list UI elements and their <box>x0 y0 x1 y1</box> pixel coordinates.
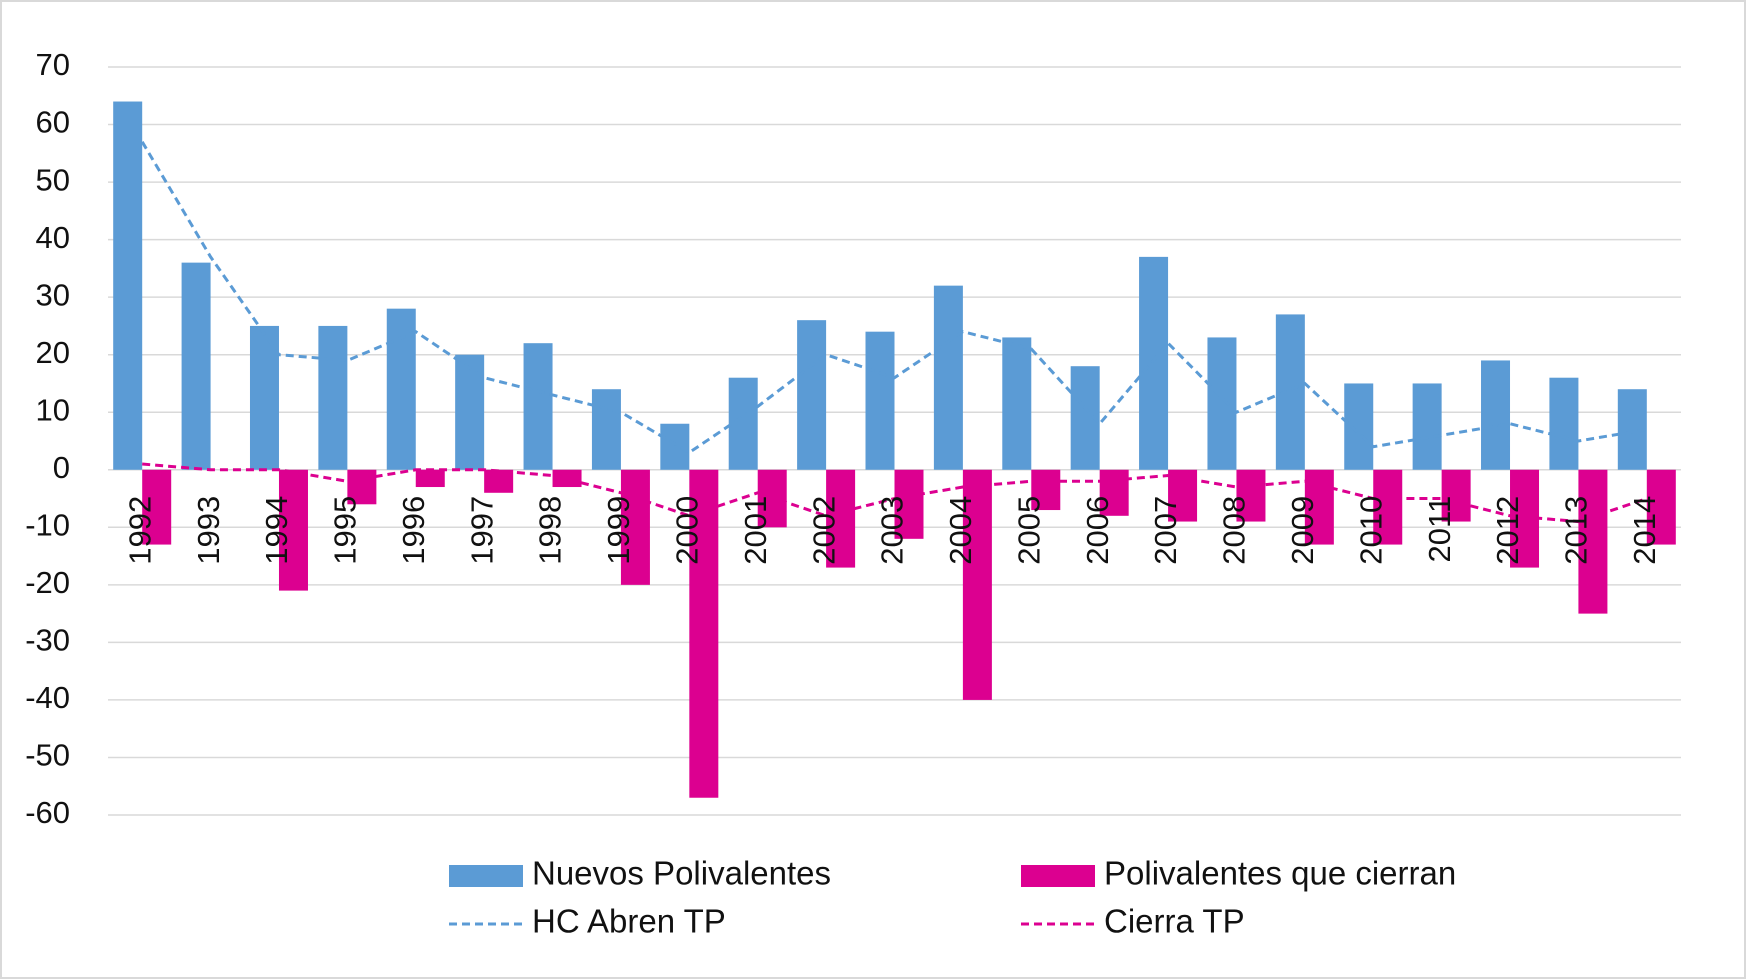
x-tick-label: 1996 <box>396 496 431 565</box>
x-tick-label: 1999 <box>601 496 636 565</box>
bar <box>660 423 690 470</box>
bar <box>1139 256 1169 470</box>
bar <box>1646 469 1676 545</box>
bar <box>484 469 514 493</box>
y-tick-label: 20 <box>36 335 70 370</box>
x-tick-label: 2012 <box>1490 496 1525 565</box>
bar <box>523 343 553 470</box>
bar <box>826 469 856 568</box>
y-tick-label: -10 <box>25 507 70 542</box>
bar <box>689 469 719 798</box>
x-tick-label: 2008 <box>1217 496 1252 565</box>
x-tick-label: 1997 <box>464 496 499 565</box>
y-tick-label: -60 <box>25 795 70 830</box>
legend-label: Polivalentes que cierran <box>1104 855 1456 892</box>
bar <box>1236 469 1266 522</box>
bar <box>1099 469 1129 516</box>
x-tick-label: 1995 <box>328 496 363 565</box>
x-tick-label: 2005 <box>1011 496 1046 565</box>
x-tick-label: 2014 <box>1627 496 1662 565</box>
y-tick-label: -30 <box>25 623 70 658</box>
y-tick-label: 0 <box>53 450 70 485</box>
bar <box>1031 469 1061 511</box>
bar <box>620 469 650 585</box>
x-tick-label: 2001 <box>738 496 773 565</box>
y-tick-label: 40 <box>36 220 70 255</box>
x-tick-label: 2011 <box>1422 496 1457 563</box>
x-tick-label: 2000 <box>670 496 705 565</box>
x-tick-label: 2002 <box>806 496 841 565</box>
x-tick-label: 1993 <box>191 496 226 565</box>
trend-line <box>140 141 1648 455</box>
x-tick-label: 2013 <box>1559 496 1594 565</box>
x-tick-label: 1994 <box>259 496 294 565</box>
bar <box>113 101 143 470</box>
y-tick-label: -50 <box>25 738 70 773</box>
x-tick-label: 1992 <box>122 496 157 565</box>
bar <box>415 469 445 488</box>
legend-label: Nuevos Polivalentes <box>532 855 831 892</box>
bar <box>591 389 621 470</box>
bar <box>455 354 485 470</box>
bar <box>1481 360 1511 470</box>
x-tick-label: 2003 <box>875 496 910 565</box>
bar <box>1412 383 1442 470</box>
x-tick-label: 2006 <box>1080 496 1115 565</box>
bar <box>181 262 211 470</box>
legend-label: Cierra TP <box>1104 903 1245 940</box>
bar <box>552 469 582 488</box>
bar <box>1207 337 1237 470</box>
legend-label: HC Abren TP <box>532 903 726 940</box>
bar <box>278 469 308 591</box>
x-tick-label: 1998 <box>533 496 568 565</box>
bar <box>249 325 279 470</box>
bar <box>1275 314 1305 470</box>
bar <box>962 469 992 700</box>
trend-line <box>142 462 1648 524</box>
y-tick-label: 30 <box>36 277 70 312</box>
bar <box>1344 383 1374 470</box>
x-tick-label: 2010 <box>1353 496 1388 565</box>
bar <box>1373 469 1403 545</box>
y-tick-label: -40 <box>25 680 70 715</box>
bar <box>1549 377 1579 470</box>
y-tick-label: 60 <box>36 105 70 140</box>
bar <box>797 320 827 470</box>
y-tick-label: 10 <box>36 392 70 427</box>
legend-swatch <box>1021 865 1095 887</box>
x-tick-label: 2007 <box>1148 496 1183 565</box>
y-tick-label: -20 <box>25 565 70 600</box>
bar <box>386 308 416 470</box>
y-tick-label: 50 <box>36 162 70 197</box>
x-tick-label: 2009 <box>1285 496 1320 565</box>
x-tick-label: 2004 <box>943 496 978 565</box>
bar <box>1578 469 1608 614</box>
bar <box>728 377 758 470</box>
bar <box>1441 469 1471 522</box>
bar <box>894 469 924 539</box>
bar <box>318 325 348 470</box>
bar <box>142 469 172 545</box>
bar <box>1002 337 1032 470</box>
bar <box>347 469 377 505</box>
bar <box>865 331 895 470</box>
legend-swatch <box>449 865 523 887</box>
y-tick-label: 70 <box>36 47 70 82</box>
bar <box>933 285 963 470</box>
